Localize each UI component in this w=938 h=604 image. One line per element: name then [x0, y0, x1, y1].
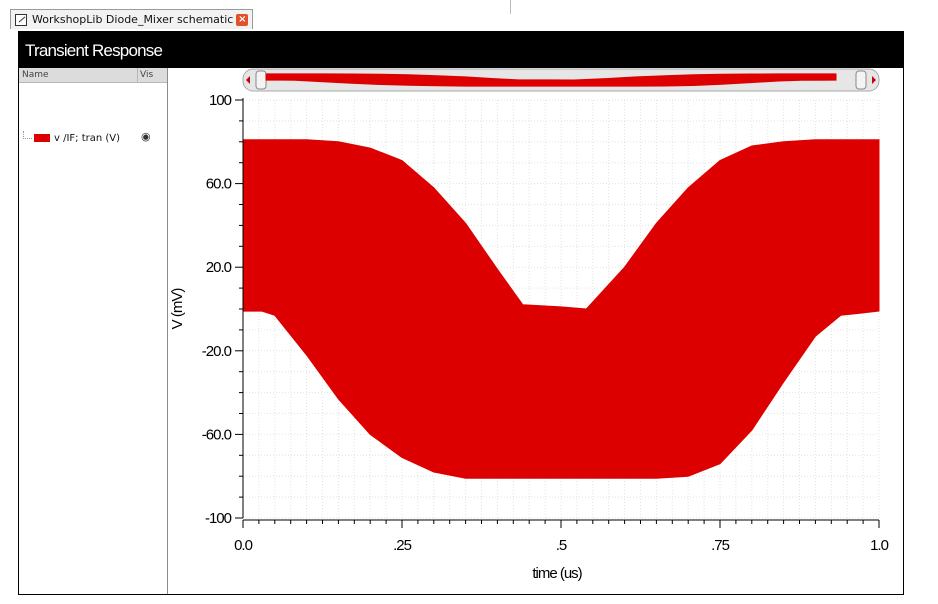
- tree-connector: [23, 131, 32, 139]
- x-tick-label: 0.0: [234, 537, 253, 554]
- x-tick-label: .5: [556, 537, 567, 554]
- signal-label: v /IF; tran (V): [54, 132, 121, 144]
- window-title: Transient Response: [25, 41, 163, 60]
- x-tick-label: 1.0: [870, 537, 889, 554]
- close-icon[interactable]: ×: [236, 13, 249, 26]
- divider: [510, 0, 511, 14]
- column-header-vis[interactable]: Vis: [137, 68, 167, 82]
- scroll-handle-right[interactable]: [855, 70, 867, 90]
- signal-row[interactable]: v /IF; tran (V): [23, 131, 120, 145]
- tab-bar: WorkshopLib Diode_Mixer schematic ×: [0, 0, 938, 31]
- x-tick-label: .25: [393, 537, 412, 554]
- x-scrollbar[interactable]: [242, 68, 880, 92]
- graph-window: Transient Response Name Vis v /IF; tran …: [18, 31, 904, 595]
- tab-diode-mixer-schematic[interactable]: WorkshopLib Diode_Mixer schematic ×: [10, 9, 254, 29]
- x-axis-label: time (us): [532, 565, 582, 582]
- signal-color-swatch: [34, 134, 50, 142]
- scroll-right-icon[interactable]: [872, 76, 876, 84]
- window-titlebar: Transient Response: [19, 32, 903, 68]
- y-tick-label: -60.0: [202, 426, 232, 443]
- y-tick-label: 60.0: [206, 176, 232, 193]
- axes: 0.0 .25 .5 .75 1.0 100 60.0 20.0 -20.0 -60.0 -100: [202, 92, 890, 554]
- x-tick-label: .75: [711, 537, 730, 554]
- y-tick-label: 20.0: [206, 259, 232, 276]
- y-tick-label: 100: [209, 92, 232, 109]
- scroll-handle-left[interactable]: [255, 70, 267, 90]
- column-header-name[interactable]: Name: [22, 70, 49, 80]
- scroll-left-icon[interactable]: [246, 76, 250, 84]
- schematic-icon: [15, 13, 27, 26]
- y-axis-label: V (mV): [169, 288, 186, 330]
- signal-list-panel: Name Vis v /IF; tran (V) ◉: [19, 68, 168, 594]
- scrollbar-overview-waveform: [265, 73, 837, 87]
- y-tick-label: -20.0: [202, 343, 232, 360]
- signal-list-header: Name Vis: [19, 68, 167, 83]
- waveform-area-v-if[interactable]: [242, 139, 880, 479]
- tab-label: WorkshopLib Diode_Mixer schematic: [32, 13, 234, 26]
- eye-icon[interactable]: ◉: [141, 130, 151, 143]
- y-tick-label: -100: [205, 510, 232, 527]
